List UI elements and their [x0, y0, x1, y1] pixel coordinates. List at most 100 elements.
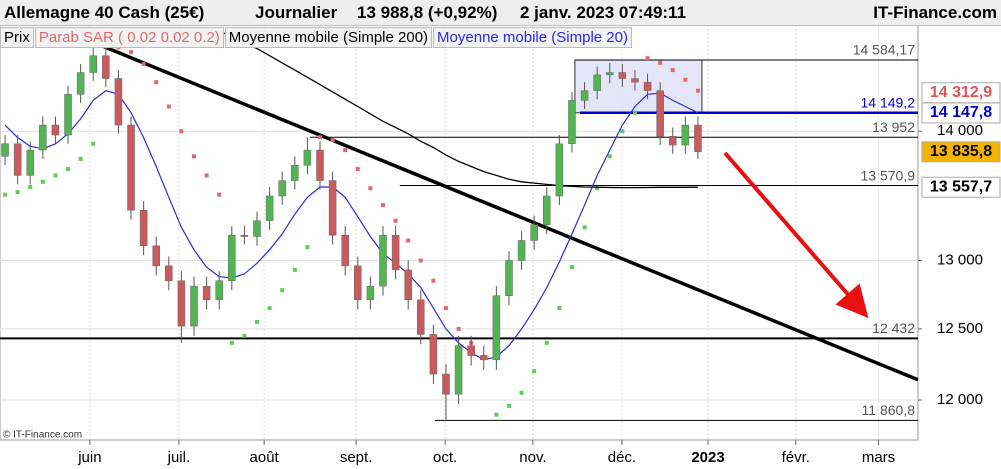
x-tick-label: juil.: [167, 449, 191, 466]
trend-line: [99, 43, 918, 382]
sar-dot: [557, 306, 562, 311]
sar-dot: [670, 68, 675, 73]
candle-body: [202, 285, 211, 301]
sar-dot: [3, 192, 8, 197]
ma-line: [218, 30, 698, 189]
level-label: 14 584,17: [853, 42, 915, 58]
candle-body: [669, 136, 677, 146]
candle-body: [177, 280, 186, 327]
sar-dot: [66, 167, 71, 172]
candle-body: [480, 355, 488, 361]
arrow: [723, 151, 869, 319]
sar-dot: [280, 288, 285, 293]
sar-dot: [595, 186, 600, 191]
candle-body: [606, 72, 614, 76]
timestamp: 2 janv. 2023 07:49:11: [520, 3, 687, 22]
candle-body: [593, 74, 601, 91]
candle-body: [467, 345, 475, 356]
candle-body: [76, 72, 85, 95]
sar-dot: [544, 340, 549, 345]
sar-dot: [217, 192, 222, 197]
sar-dot: [632, 110, 637, 115]
sar-dot: [166, 104, 171, 109]
legend-item: Prix: [0, 27, 34, 48]
candle-body: [442, 373, 450, 395]
candle-body: [102, 55, 110, 79]
y-tick-label: 14 000: [937, 122, 983, 139]
candle-body: [681, 124, 690, 146]
y-tick-label: 12 500: [937, 320, 983, 337]
sar-dot: [229, 340, 234, 345]
y-tick-label: 13 000: [937, 251, 983, 268]
x-tick-label: 2023: [691, 449, 724, 466]
candle-body: [165, 265, 173, 281]
title: Allemagne 40 Cash (25€): [4, 3, 205, 22]
candle-body: [517, 240, 526, 261]
candle-body: [26, 149, 34, 176]
sar-dot: [91, 141, 96, 146]
sar-dot: [519, 390, 524, 395]
sar-dot: [204, 173, 209, 178]
level-label: 11 860,8: [862, 402, 916, 418]
x-tick-label: juin: [77, 449, 101, 466]
legend-item: Moyenne mobile (Simple 20): [433, 27, 632, 48]
sar-dot: [292, 267, 297, 272]
sar-dot: [456, 326, 461, 331]
y-tick-label: 12 000: [937, 391, 983, 408]
candle-body: [694, 124, 702, 153]
sar-dot: [683, 77, 688, 82]
sar-dot: [78, 156, 83, 161]
candle-body: [265, 195, 274, 221]
legend: Prix Parab SAR ( 0.02 0.02 0.2) Moyenne mo…: [0, 27, 633, 48]
sar-dot: [645, 56, 650, 61]
candle-body: [555, 143, 564, 197]
candle-body: [543, 195, 551, 225]
candle-body: [366, 285, 375, 301]
candle-body: [64, 94, 72, 136]
legend-item: Moyenne mobile (Simple 200): [224, 27, 433, 48]
sar-dot: [330, 138, 335, 143]
legend-item: Parab SAR ( 0.02 0.02 0.2): [34, 27, 224, 48]
price-tag: [921, 102, 1001, 124]
sar-dot: [40, 179, 45, 184]
sar-dot: [532, 369, 537, 374]
price-tag: [921, 176, 1001, 198]
candle-body: [303, 149, 312, 166]
candle-body: [291, 164, 299, 181]
x-tick-label: févr.: [782, 449, 810, 466]
sar-dot: [15, 190, 20, 195]
x-tick-label: nov.: [519, 449, 546, 466]
candle-body: [240, 234, 249, 237]
sar-dot: [494, 412, 499, 417]
price-tag: [921, 141, 1001, 163]
candle-body: [253, 220, 261, 237]
candle-body: [379, 234, 387, 287]
plot: [0, 25, 918, 440]
sar-dot: [569, 265, 574, 270]
candle-body: [530, 224, 538, 241]
candle-body: [391, 234, 400, 271]
candle-body: [228, 234, 236, 281]
sar-dot: [620, 129, 625, 134]
x-tick-label: mars: [862, 449, 895, 466]
candle-body: [152, 245, 160, 267]
watermark: © IT-Finance.com: [3, 430, 82, 441]
candle-body: [643, 81, 652, 91]
sar-dot: [267, 306, 272, 311]
sar-dot: [141, 62, 146, 67]
sar-dot: [154, 80, 159, 85]
price-tag-label: 14 312,9: [930, 84, 992, 101]
sar-dot: [607, 154, 612, 159]
last-price: 13 988,8 (+0,92%): [357, 3, 498, 22]
sar-dot: [582, 225, 587, 230]
candle-body: [417, 299, 425, 335]
sar-dot: [431, 278, 436, 283]
sar-dot: [443, 306, 448, 311]
candle-body: [429, 334, 438, 375]
candle-body: [278, 180, 286, 197]
sar-dot: [28, 184, 33, 189]
sar-dot: [242, 333, 247, 338]
candle-body: [39, 124, 47, 151]
candle-body: [190, 285, 198, 327]
sar-dot: [255, 319, 260, 324]
